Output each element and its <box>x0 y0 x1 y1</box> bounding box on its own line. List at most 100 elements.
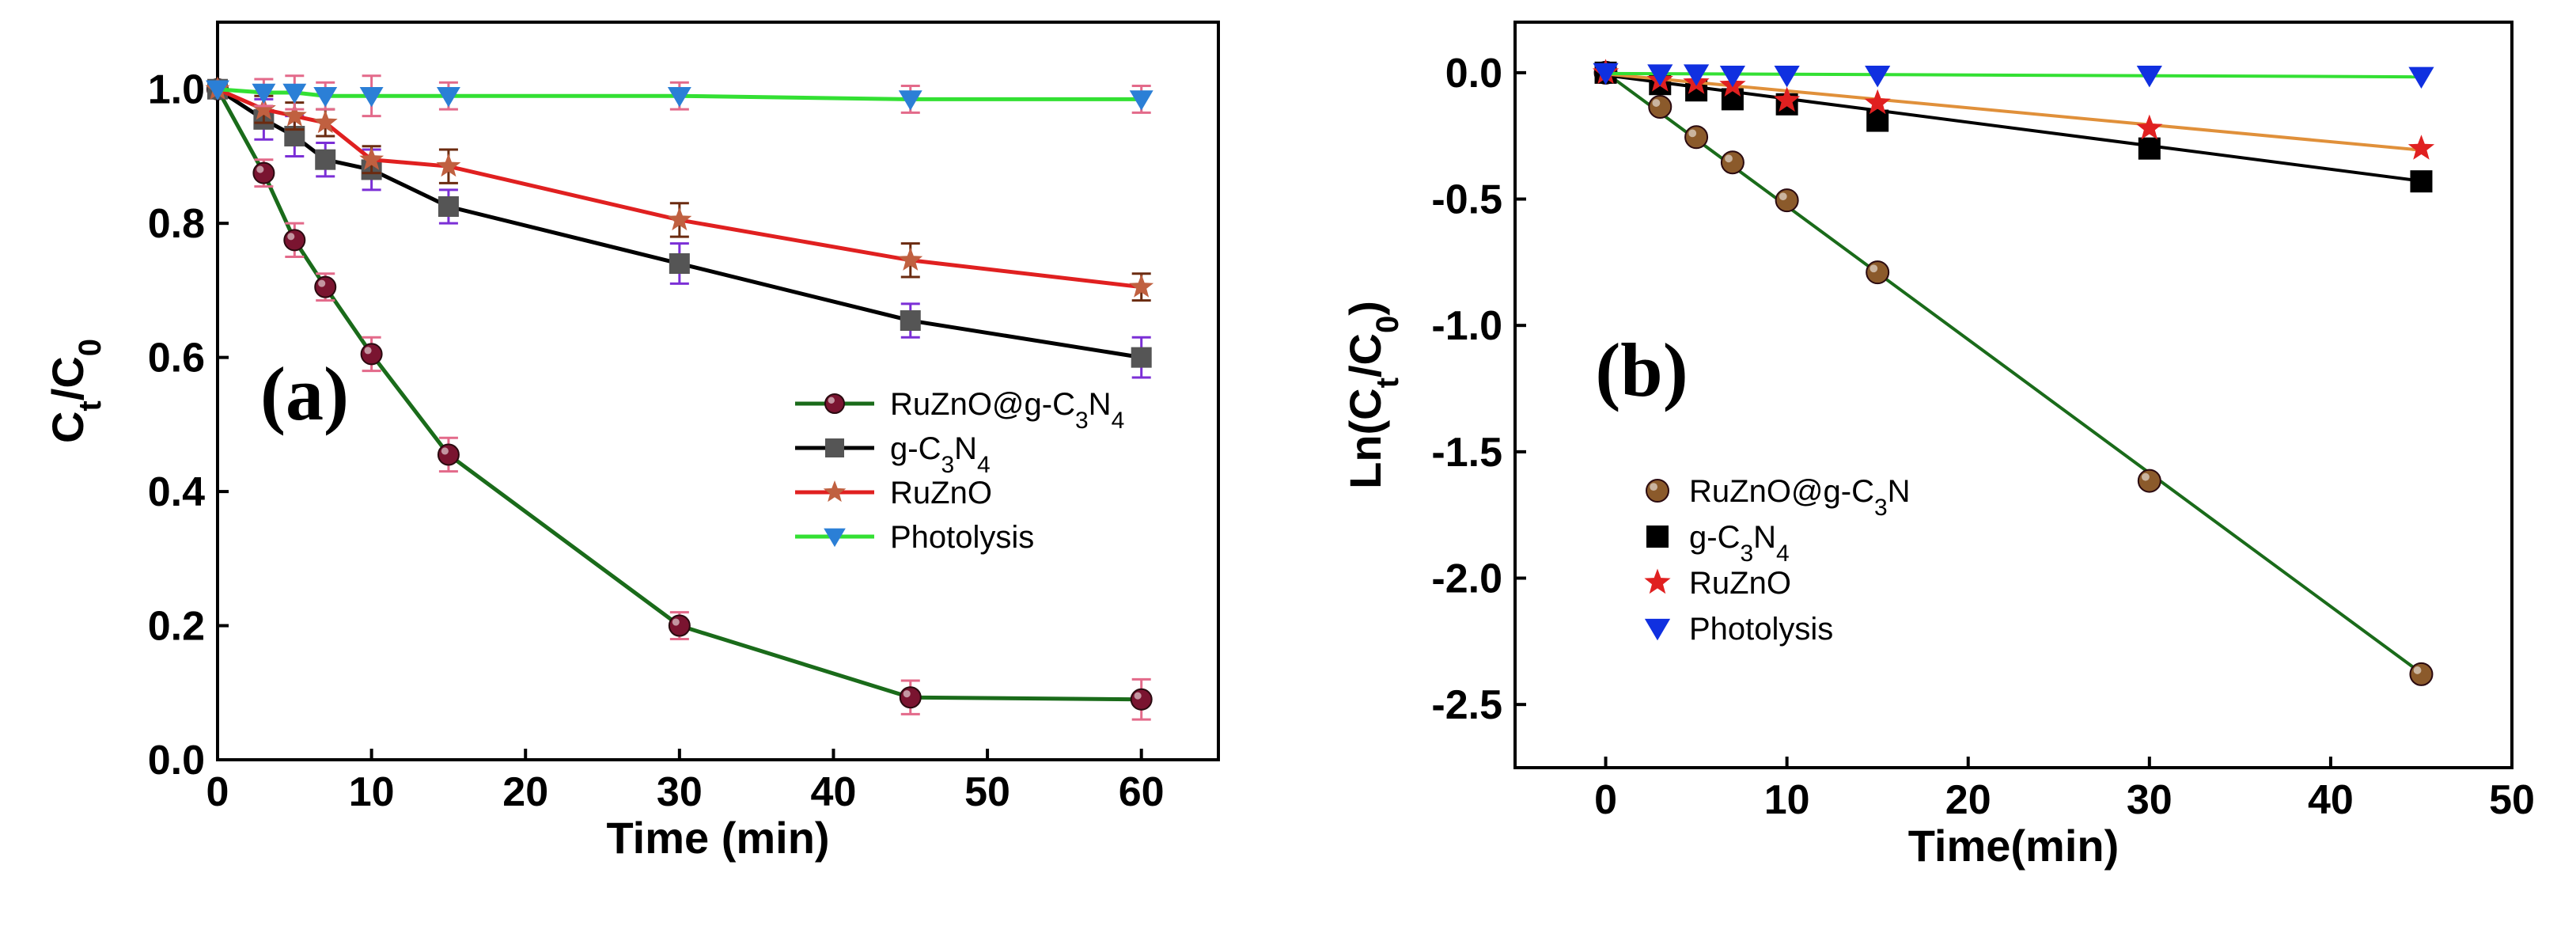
data-point <box>2136 114 2163 140</box>
legend-label: RuZnO <box>1689 566 1791 601</box>
legend-marker <box>823 480 847 503</box>
x-tick-label: 10 <box>1764 777 1810 823</box>
text-part: RuZnO@g-C <box>890 387 1075 422</box>
marker-highlight <box>441 447 449 455</box>
data-point <box>282 83 307 104</box>
data-point <box>313 109 338 134</box>
legend-label: g-C3N4 <box>890 431 991 478</box>
marker-body <box>283 229 306 252</box>
subscript: 4 <box>1776 541 1790 567</box>
fit-line <box>1605 71 2422 79</box>
data-point <box>1593 63 1619 85</box>
legend-label: RuZnO@g-C3N4 <box>890 387 1124 434</box>
y-tick-label: 1.0 <box>148 67 205 113</box>
data-point <box>1129 90 1154 111</box>
marker-highlight <box>903 690 911 698</box>
series-RuZnO: RuZnO <box>205 76 1154 510</box>
y-tick-label: 0.0 <box>1445 51 1502 97</box>
fit-line <box>1604 71 2423 675</box>
data-point <box>1129 274 1154 298</box>
x-tick-label: 30 <box>657 769 703 815</box>
marker-body <box>668 614 691 637</box>
legend-label: g-C3N4 <box>1689 520 1790 567</box>
x-axis-label: Time(min) <box>1908 821 2120 871</box>
text-part: g-C <box>890 431 941 466</box>
plot-frame <box>1513 21 2513 769</box>
y-tick-label: 0.0 <box>148 738 205 784</box>
data-point <box>1721 88 1744 111</box>
data-point <box>252 83 276 104</box>
marker-highlight <box>1134 692 1142 700</box>
y-axis-label: Ct/C0 <box>43 339 108 443</box>
data-point <box>1719 65 1746 88</box>
data-point <box>360 343 383 366</box>
x-tick-label: 60 <box>1119 769 1165 815</box>
subscript: t <box>73 400 108 411</box>
marker-body <box>1866 260 1890 285</box>
subscript: 4 <box>1112 408 1125 434</box>
data-point <box>2407 135 2435 160</box>
marker-body <box>252 161 275 184</box>
y-tick-label: 0.6 <box>148 336 205 381</box>
marker-highlight <box>1688 129 1697 138</box>
marker-highlight <box>318 279 326 287</box>
data-point <box>2409 662 2434 686</box>
data-point <box>1683 64 1710 86</box>
subscript: 3 <box>941 452 954 478</box>
y-tick-label: 0.8 <box>148 201 205 247</box>
marker-body <box>360 343 383 366</box>
subscript: 3 <box>1740 541 1753 567</box>
text-part: g-C <box>1689 520 1740 555</box>
y-tick-label: -2.5 <box>1431 682 1502 728</box>
data-point <box>1864 89 1891 115</box>
y-tick-label: -1.5 <box>1431 430 1502 476</box>
data-point <box>1866 260 1890 285</box>
text-part: Photolysis <box>1689 612 1833 647</box>
marker-body <box>1720 150 1744 175</box>
data-point <box>898 90 922 111</box>
marker-highlight <box>2413 666 2422 674</box>
data-point <box>283 229 306 252</box>
subscript: t <box>1370 378 1405 388</box>
x-tick-label: 50 <box>2489 777 2535 823</box>
text-part: RuZnO@g-C <box>1689 474 1874 509</box>
data-point <box>2408 66 2434 89</box>
y-axis-label: Ln(Ct/C0) <box>1340 301 1405 489</box>
data-point <box>314 275 337 298</box>
data-point <box>359 86 384 108</box>
marker-body <box>437 443 460 466</box>
text-part: ) <box>1340 301 1390 316</box>
x-tick-label: 50 <box>964 769 1010 815</box>
data-point <box>251 96 276 120</box>
data-point <box>667 86 691 108</box>
data-point <box>1775 188 1799 213</box>
marker-body <box>824 393 845 414</box>
marker-highlight <box>1725 154 1733 163</box>
series-RuZnO: RuZnO <box>1592 59 2435 601</box>
marker-body <box>314 275 337 298</box>
series-RuZnO@g-C3N4: RuZnO@g-C3N4 <box>206 78 1153 721</box>
series-Photolysis: Photolysis <box>206 74 1154 555</box>
text-part: N <box>1753 520 1776 555</box>
plot-frame <box>216 21 1220 761</box>
data-point <box>1684 125 1709 150</box>
chart-b: 0 10 20 30 40 500.0-0.5-1.0-1.5-2.0-2.5Time(m… <box>1340 21 2535 871</box>
data-point <box>1648 94 1673 119</box>
text-part: RuZnO <box>1689 566 1791 601</box>
subscript: 4 <box>977 452 991 478</box>
marker-body <box>899 686 922 709</box>
y-tick-label: 0.2 <box>148 604 205 650</box>
subscript: 0 <box>73 339 108 356</box>
text-part: Photolysis <box>890 520 1034 555</box>
data-point <box>1774 65 1800 88</box>
x-tick-label: 40 <box>2308 777 2354 823</box>
y-tick-label: -0.5 <box>1431 177 1502 223</box>
legend-marker <box>825 438 844 457</box>
marker-highlight <box>1869 264 1878 273</box>
marker-body <box>1130 688 1153 711</box>
data-point <box>667 207 692 231</box>
data-point <box>1865 65 1891 88</box>
data-point <box>252 161 275 184</box>
